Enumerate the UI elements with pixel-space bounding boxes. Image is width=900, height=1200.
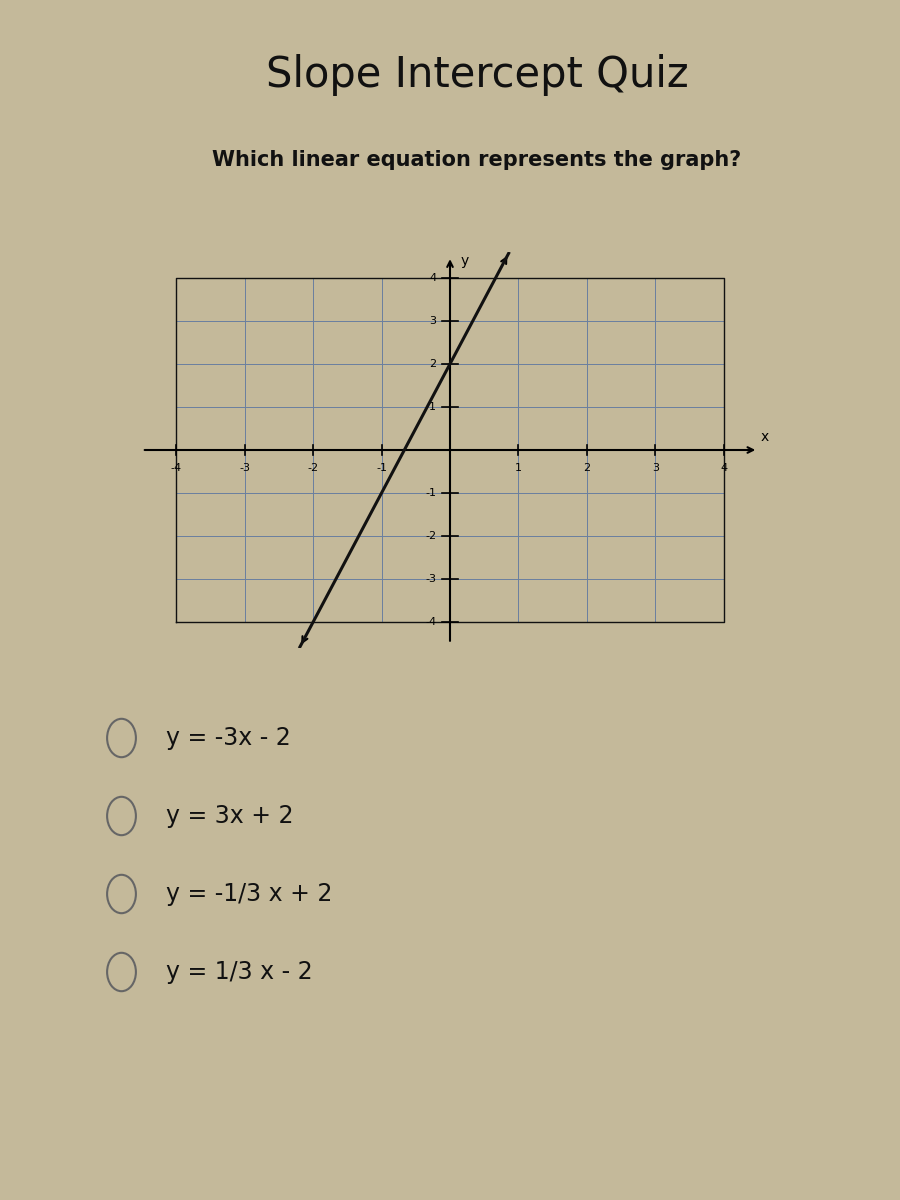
Text: 3: 3 [429,316,436,326]
Text: -2: -2 [308,463,319,473]
Text: y = 1/3 x - 2: y = 1/3 x - 2 [166,960,313,984]
Text: 1: 1 [429,402,436,412]
Text: -1: -1 [426,488,436,498]
Text: 4: 4 [429,272,436,283]
Text: 4: 4 [720,463,727,473]
Text: y = 3x + 2: y = 3x + 2 [166,804,294,828]
Text: 3: 3 [652,463,659,473]
Text: -2: -2 [425,532,436,541]
Text: y: y [460,254,469,268]
Text: -4: -4 [170,463,182,473]
Text: 2: 2 [429,359,436,368]
Text: x: x [760,430,770,444]
Text: y = -1/3 x + 2: y = -1/3 x + 2 [166,882,333,906]
Text: -1: -1 [376,463,387,473]
Text: y = -3x - 2: y = -3x - 2 [166,726,292,750]
Text: -3: -3 [239,463,250,473]
Text: Which linear equation represents the graph?: Which linear equation represents the gra… [212,150,742,170]
Text: Slope Intercept Quiz: Slope Intercept Quiz [266,54,688,96]
Text: 2: 2 [583,463,590,473]
Text: -3: -3 [426,574,436,584]
Text: -4: -4 [425,617,436,628]
Text: 1: 1 [515,463,522,473]
